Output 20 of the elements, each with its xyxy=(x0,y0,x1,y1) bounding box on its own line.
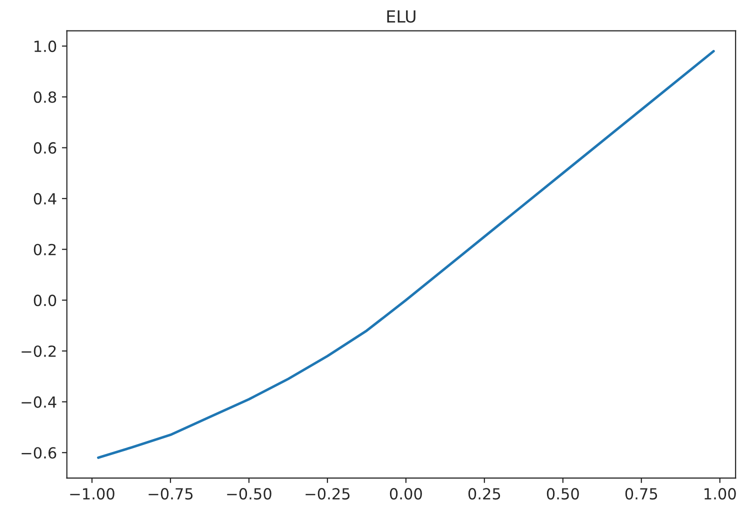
x-tick-label: −1.00 xyxy=(70,488,114,500)
x-tick-label: 0.25 xyxy=(468,488,500,500)
y-tick-label: 0.6 xyxy=(34,142,56,154)
y-tick-label: 0.0 xyxy=(34,294,56,306)
y-tick-label: 1.0 xyxy=(34,40,56,52)
y-tick-label: 0.2 xyxy=(34,244,56,256)
x-tick-label: 0.00 xyxy=(390,488,422,500)
y-tick-label: 0.8 xyxy=(34,91,56,103)
x-tick-label: −0.25 xyxy=(306,488,350,500)
x-tick-label: −0.75 xyxy=(148,488,193,500)
y-tick-label: −0.2 xyxy=(22,345,56,357)
y-tick-label: −0.4 xyxy=(22,396,56,408)
x-tick-label: −0.50 xyxy=(227,488,272,500)
x-tick-label: 0.50 xyxy=(546,488,579,500)
x-tick-label: 0.75 xyxy=(625,488,658,500)
chart-title: ELU xyxy=(387,10,416,23)
x-tick-label: 1.00 xyxy=(704,488,736,500)
line-series xyxy=(97,50,715,459)
y-tick-label: −0.6 xyxy=(22,447,56,459)
y-tick-label: 0.4 xyxy=(34,193,56,205)
